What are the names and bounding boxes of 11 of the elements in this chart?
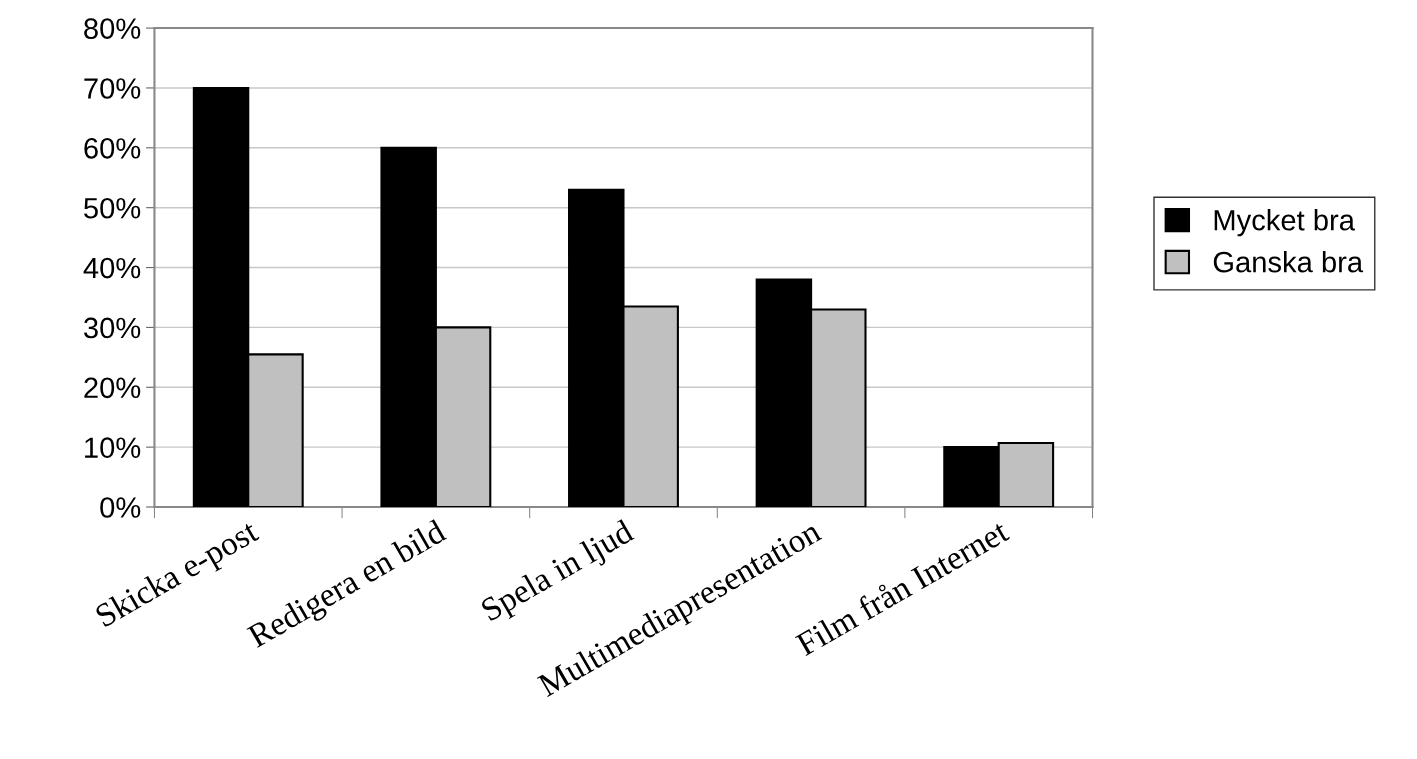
y-tick-label: 40% (83, 257, 141, 279)
y-tick-label: 50% (84, 197, 141, 219)
y-tick-label: 60% (84, 138, 141, 159)
legend-label: Ganska bra (1213, 251, 1364, 273)
y-tick-label: 0% (100, 497, 141, 518)
y-tick-label: 30% (84, 317, 141, 339)
y-tick-label: 70% (84, 78, 141, 99)
y-tick-label: 80% (84, 18, 141, 39)
y-tick-label: 10% (85, 437, 141, 458)
legend-label: Mycket bra (1214, 209, 1355, 237)
y-tick-label: 20% (84, 377, 141, 399)
